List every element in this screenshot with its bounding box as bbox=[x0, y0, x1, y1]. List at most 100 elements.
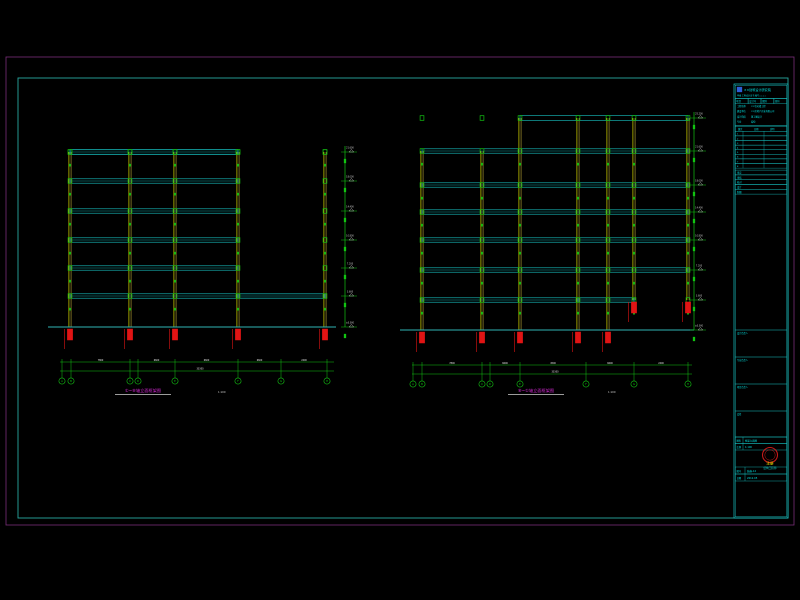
mid-box-label: 项目负责人 bbox=[737, 385, 749, 389]
column-footing bbox=[127, 328, 133, 341]
grid-bubble[interactable] bbox=[234, 377, 242, 385]
grid-bubble[interactable] bbox=[516, 380, 524, 388]
column-tie-mark bbox=[237, 163, 239, 167]
grid-bubble[interactable] bbox=[67, 377, 75, 385]
grid-bubble-label: H bbox=[687, 382, 689, 386]
beam-column-joint bbox=[235, 237, 241, 243]
column-tie-mark bbox=[519, 196, 521, 200]
column-tie-mark bbox=[519, 251, 521, 255]
dimension-value: 7800 bbox=[98, 359, 104, 362]
beam-column-joint bbox=[479, 209, 485, 215]
column-footing bbox=[235, 328, 241, 341]
column-tie-mark bbox=[687, 196, 689, 200]
column-tie-mark bbox=[577, 162, 579, 166]
column-footing bbox=[67, 328, 73, 341]
beam-column-joint bbox=[172, 208, 178, 214]
beam-column-joint bbox=[685, 237, 691, 243]
grid-bubble-label: G bbox=[633, 382, 635, 386]
revision-row-index: 4 bbox=[737, 148, 739, 150]
beam-column-joint bbox=[419, 209, 425, 215]
grid-bubble[interactable] bbox=[134, 377, 142, 385]
grid-bubble-label: B bbox=[421, 382, 423, 386]
grid-bubble[interactable] bbox=[323, 377, 331, 385]
column-footing bbox=[172, 328, 178, 341]
column-tie-mark bbox=[607, 311, 609, 315]
beam-column-joint bbox=[479, 297, 485, 303]
beam-column-joint bbox=[127, 208, 133, 214]
beam-column-joint bbox=[322, 178, 328, 184]
grid-bubble-label: D bbox=[137, 379, 139, 383]
level-label: 14.400 bbox=[346, 206, 354, 209]
revision-header-cell: 版次 bbox=[738, 127, 743, 131]
total-dimension-value: 33300 bbox=[197, 368, 205, 371]
grid-bubble[interactable] bbox=[478, 380, 486, 388]
level-label: 21.600 bbox=[346, 147, 354, 150]
sign-row bbox=[735, 184, 788, 190]
column-tie-mark bbox=[421, 162, 423, 166]
revision-header-cell: 说明 bbox=[770, 127, 775, 131]
grid-bubble[interactable] bbox=[684, 380, 692, 388]
beam-column-joint bbox=[322, 149, 328, 155]
level-gap-mark bbox=[343, 274, 347, 280]
footer-row-label: 比例 bbox=[737, 445, 742, 449]
column-footing bbox=[575, 331, 581, 344]
level-label: 14.400 bbox=[695, 207, 703, 210]
sheet-info-value: 2012.05 bbox=[747, 476, 758, 480]
sheet-info-value: 结施-12 bbox=[747, 469, 756, 473]
column-tie-mark bbox=[129, 279, 131, 283]
grid-bubble-label: B bbox=[70, 379, 72, 383]
level-symbol bbox=[348, 149, 355, 153]
beam-column-joint bbox=[575, 115, 581, 121]
grid-bubble[interactable] bbox=[126, 377, 134, 385]
beam-column-joint bbox=[685, 267, 691, 273]
level-symbol bbox=[348, 237, 355, 241]
dimension-value: 6600 bbox=[607, 362, 613, 365]
level-label: 18.000 bbox=[346, 176, 354, 179]
total-dimension-value: 33300 bbox=[552, 371, 560, 374]
grid-bubble[interactable] bbox=[58, 377, 66, 385]
level-gap-mark bbox=[692, 306, 696, 312]
sign-row bbox=[735, 169, 788, 176]
grid-bubble[interactable] bbox=[630, 380, 638, 388]
level-label: ±0.000 bbox=[346, 322, 355, 325]
column-tie-mark bbox=[69, 307, 71, 311]
beam-column-joint bbox=[322, 237, 328, 243]
grid-bubble-label: F bbox=[237, 379, 239, 383]
sheet-info-row bbox=[735, 473, 788, 482]
grid-bubble[interactable] bbox=[277, 377, 285, 385]
column-tie-mark bbox=[687, 223, 689, 227]
beam-column-joint bbox=[479, 237, 485, 243]
revision-header-cell: 日期 bbox=[754, 127, 759, 131]
sheet-info-label: 图号 bbox=[737, 469, 742, 473]
dimension-value: 6600 bbox=[257, 359, 263, 362]
revision-row-index: 2 bbox=[737, 138, 739, 140]
level-symbol bbox=[697, 148, 704, 152]
beam-column-joint bbox=[575, 267, 581, 273]
level-symbol bbox=[348, 324, 355, 328]
project-row-value: ××住宅楼工程 bbox=[751, 104, 766, 108]
level-gap-mark bbox=[692, 218, 696, 224]
registration-stamp-ring-inner bbox=[764, 449, 776, 461]
company-logo-icon bbox=[736, 86, 743, 93]
beam-column-joint bbox=[127, 149, 133, 155]
level-label: 21.600 bbox=[695, 146, 703, 149]
drawing-scale-note: 1:100 bbox=[608, 390, 616, 394]
column-tie-mark bbox=[607, 281, 609, 285]
revision-row-index: 1 bbox=[737, 134, 739, 136]
beam-column-joint bbox=[605, 209, 611, 215]
grid-bubble[interactable] bbox=[409, 380, 417, 388]
roof-beam bbox=[69, 149, 239, 155]
grid-bubble[interactable] bbox=[418, 380, 426, 388]
grid-bubble[interactable] bbox=[582, 380, 590, 388]
sign-row-label: 审核 bbox=[737, 175, 742, 179]
grid-bubble-label: C bbox=[481, 382, 483, 386]
column-tie-mark bbox=[69, 279, 71, 283]
revision-row-index: 6 bbox=[737, 157, 739, 159]
grid-bubble-label: H bbox=[326, 379, 328, 383]
grid-bubble[interactable] bbox=[171, 377, 179, 385]
level-gap-mark bbox=[692, 276, 696, 282]
beam-column-joint bbox=[631, 237, 637, 243]
level-symbol bbox=[697, 267, 704, 271]
grid-bubble[interactable] bbox=[486, 380, 494, 388]
